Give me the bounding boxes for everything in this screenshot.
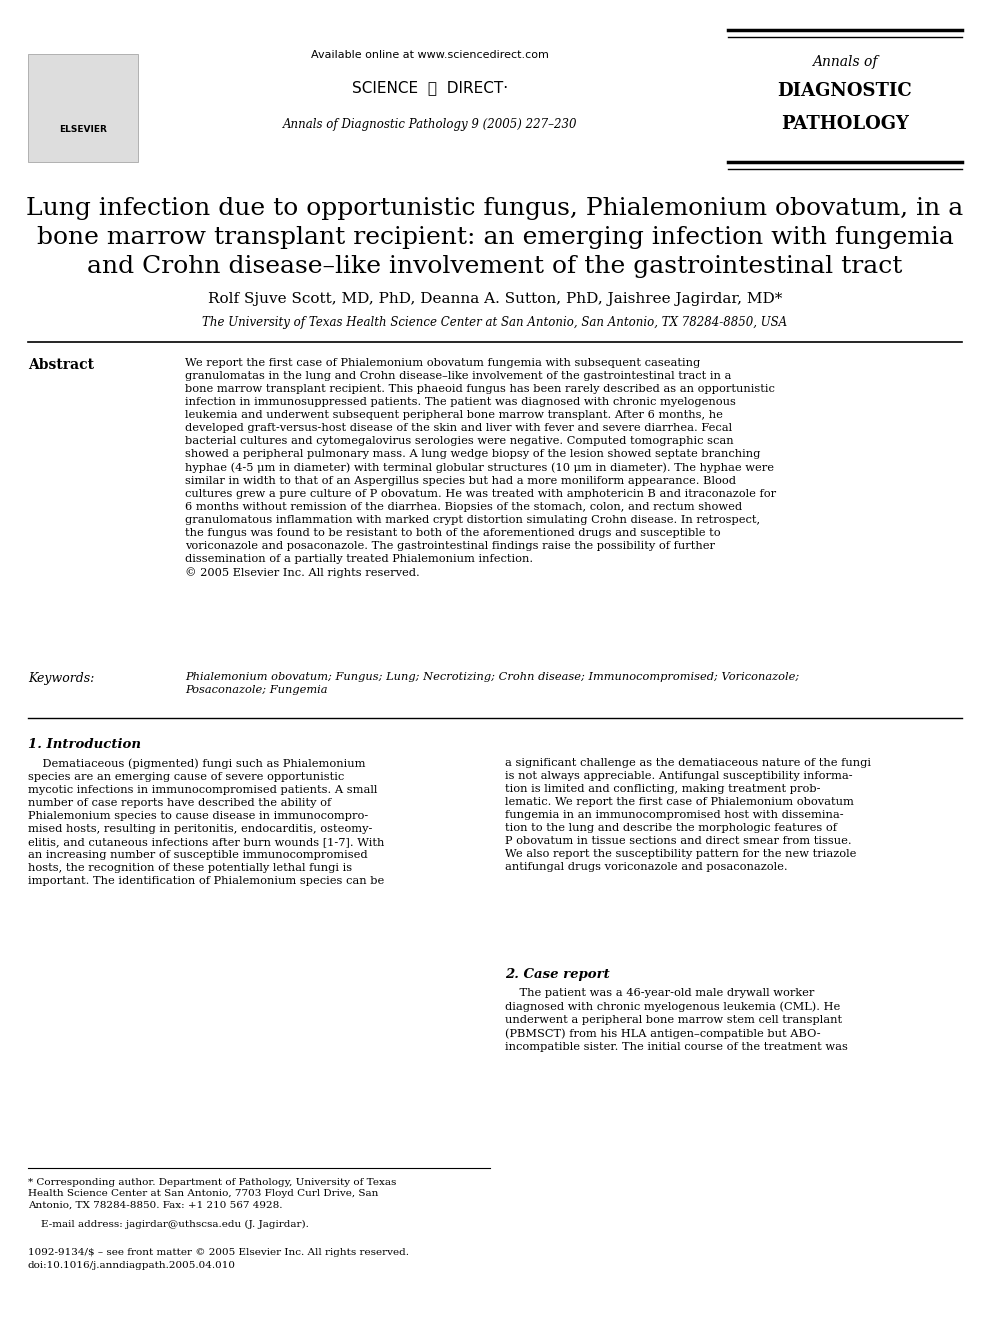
Text: Available online at www.sciencedirect.com: Available online at www.sciencedirect.co… (311, 50, 548, 59)
Text: Keywords:: Keywords: (28, 672, 94, 685)
Text: * Corresponding author. Department of Pathology, University of Texas
Health Scie: * Corresponding author. Department of Pa… (28, 1177, 396, 1209)
Text: We report the first case of Phialemonium obovatum fungemia with subsequent casea: We report the first case of Phialemonium… (185, 358, 776, 578)
Text: 1092-9134/$ – see front matter © 2005 Elsevier Inc. All rights reserved.: 1092-9134/$ – see front matter © 2005 El… (28, 1247, 409, 1257)
Text: Rolf Sjuve Scott, MD, PhD, Deanna A. Sutton, PhD, Jaishree Jagirdar, MD*: Rolf Sjuve Scott, MD, PhD, Deanna A. Sut… (208, 292, 782, 306)
Text: doi:10.1016/j.anndiagpath.2005.04.010: doi:10.1016/j.anndiagpath.2005.04.010 (28, 1261, 236, 1270)
Text: The University of Texas Health Science Center at San Antonio, San Antonio, TX 78: The University of Texas Health Science C… (202, 315, 788, 329)
Text: PATHOLOGY: PATHOLOGY (781, 115, 909, 133)
Text: and Crohn disease–like involvement of the gastrointestinal tract: and Crohn disease–like involvement of th… (87, 255, 903, 279)
Text: DIAGNOSTIC: DIAGNOSTIC (777, 82, 913, 100)
Text: bone marrow transplant recipient: an emerging infection with fungemia: bone marrow transplant recipient: an eme… (37, 226, 953, 249)
Bar (28, 54, 138, 162)
Text: Annals of Diagnostic Pathology 9 (2005) 227–230: Annals of Diagnostic Pathology 9 (2005) … (283, 117, 577, 131)
Text: 1. Introduction: 1. Introduction (28, 738, 141, 751)
Text: E-mail address: jagirdar@uthscsa.edu (J. Jagirdar).: E-mail address: jagirdar@uthscsa.edu (J.… (28, 1220, 309, 1229)
Text: The patient was a 46-year-old male drywall worker
diagnosed with chronic myeloge: The patient was a 46-year-old male drywa… (505, 987, 847, 1052)
Text: Lung infection due to opportunistic fungus, Phialemonium obovatum, in a: Lung infection due to opportunistic fung… (27, 197, 963, 220)
Text: 2. Case report: 2. Case report (505, 968, 610, 981)
Text: a significant challenge as the dematiaceous nature of the fungi
is not always ap: a significant challenge as the dematiace… (505, 758, 871, 873)
Text: Annals of: Annals of (812, 55, 878, 69)
Text: Abstract: Abstract (28, 358, 94, 372)
Text: Phialemonium obovatum; Fungus; Lung; Necrotizing; Crohn disease; Immunocompromis: Phialemonium obovatum; Fungus; Lung; Nec… (185, 672, 799, 696)
Text: ELSEVIER: ELSEVIER (59, 125, 107, 135)
Text: Dematiaceous (pigmented) fungi such as Phialemonium
species are an emerging caus: Dematiaceous (pigmented) fungi such as P… (28, 758, 384, 886)
Text: SCIENCE  ⓐ  DIRECT·: SCIENCE ⓐ DIRECT· (351, 81, 508, 95)
